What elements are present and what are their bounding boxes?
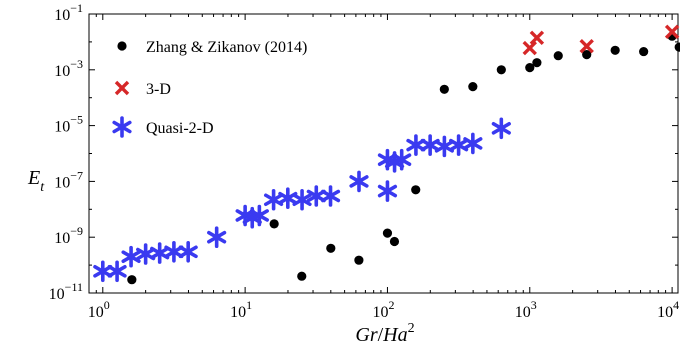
legend-marker-x: [114, 80, 130, 96]
data-point-asterisk: [249, 204, 269, 227]
data-point-asterisk: [292, 188, 312, 211]
legend-marker-asterisk: [112, 116, 132, 138]
legend-marker-circle-glyph: [117, 41, 127, 51]
data-marks: [93, 24, 680, 285]
data-point-asterisk: [306, 185, 326, 207]
x-tick-label: 104: [657, 298, 679, 321]
tick-labels: 100 101 102 103 104 10−11 10−9 10−7 10−5 10−3 10−1: [49, 1, 679, 321]
data-point-x: [529, 30, 545, 46]
x-tick-label: 100: [88, 298, 110, 321]
y-tick-label: 10−9: [54, 224, 83, 247]
data-point-circle: [127, 275, 137, 285]
data-point-asterisk: [392, 148, 412, 171]
data-point-asterisk: [93, 260, 113, 283]
legend-entry-zhang-zikanov: Zhang & Zikanov (2014): [117, 39, 307, 56]
data-point-asterisk: [320, 185, 341, 207]
data-point-circle: [389, 236, 400, 247]
legend-marker-asterisk-glyph: [112, 116, 132, 138]
legend-entry-3d: 3-D: [114, 80, 171, 98]
data-point-circle: [525, 62, 535, 73]
data-point-circle: [468, 81, 478, 92]
axis-ticks: [88, 13, 678, 294]
data-point-asterisk: [377, 180, 398, 202]
data-point-circle: [496, 65, 506, 75]
data-point-asterisk: [121, 245, 141, 268]
data-point-circle: [411, 185, 421, 195]
data-point-circle: [639, 46, 649, 57]
legend-label-quasi-2d: Quasi-2-D: [146, 120, 214, 137]
data-point-x: [579, 39, 594, 54]
data-point-circle: [382, 228, 393, 238]
legend: Zhang & Zikanov (2014) 3-D Quasi-2-D: [112, 39, 307, 138]
data-point-asterisk: [349, 170, 369, 193]
data-point-circle: [326, 243, 336, 253]
y-tick-label: 10−11: [49, 280, 83, 303]
data-point-asterisk: [164, 240, 184, 263]
y-tick-label: 10−5: [54, 113, 83, 136]
data-point-asterisk: [491, 117, 511, 140]
x-tick-label: 101: [230, 298, 252, 321]
data-point-x: [522, 40, 537, 56]
legend-label-zhang-zikanov: Zhang & Zikanov (2014): [146, 39, 307, 56]
y-tick-label: 10−3: [54, 57, 83, 80]
data-point-circle: [532, 58, 542, 68]
data-point-circle: [674, 42, 680, 52]
data-point-circle: [439, 84, 449, 94]
data-point-asterisk: [178, 240, 198, 263]
data-point-circle: [269, 219, 279, 229]
data-point-asterisk: [406, 134, 426, 156]
x-tick-label: 102: [372, 298, 394, 321]
y-axis-label: Et: [27, 167, 45, 195]
legend-marker-circle: [117, 41, 127, 51]
data-point-asterisk: [207, 226, 227, 248]
y-tick-label: 10−7: [54, 168, 83, 191]
legend-label-3d: 3-D: [146, 81, 171, 98]
data-point-circle: [610, 45, 620, 55]
legend-marker-x-glyph: [114, 80, 130, 96]
data-point-x: [664, 24, 680, 40]
data-point-asterisk: [107, 260, 127, 283]
data-point-asterisk: [463, 132, 483, 155]
x-axis-label: Gr/Ha2: [355, 321, 414, 346]
x-tick-label: 103: [515, 298, 537, 321]
data-point-circle: [354, 255, 364, 265]
y-tick-label: 10−1: [54, 1, 83, 24]
data-point-circle: [297, 271, 307, 281]
legend-entry-quasi-2d: Quasi-2-D: [112, 116, 214, 138]
data-point-circle: [582, 50, 592, 60]
data-point-circle: [553, 51, 563, 61]
